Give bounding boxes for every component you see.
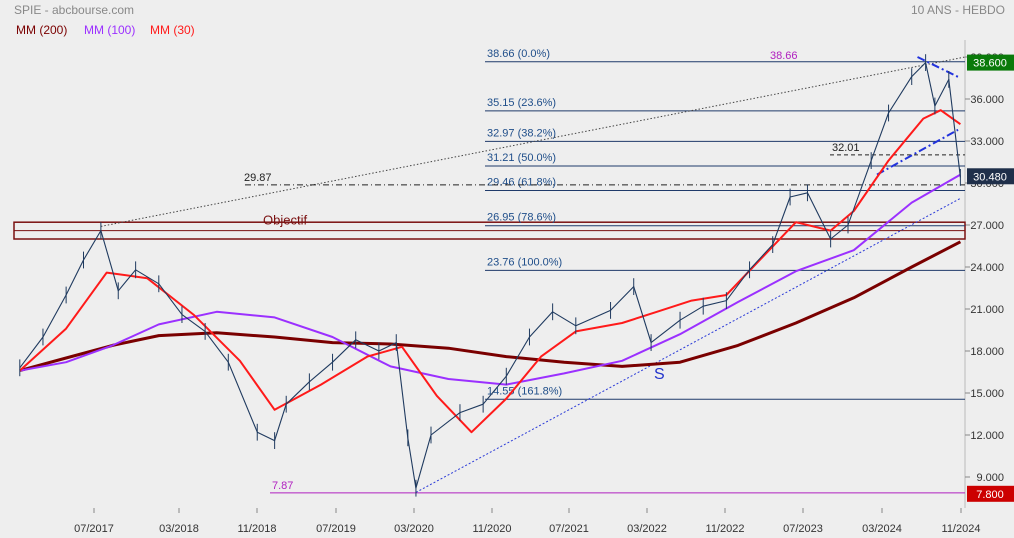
x-tick-label: 07/2023	[783, 523, 823, 535]
low-label: 7.87	[272, 480, 293, 492]
objective-label: Objectif	[263, 212, 307, 227]
y-tick-label: 24.000	[970, 262, 1004, 274]
level-3201-label: 32.01	[832, 142, 860, 154]
y-tick-label: 15.000	[970, 388, 1004, 400]
x-tick-label: 03/2024	[862, 523, 902, 535]
y-tick-label: 12.000	[970, 430, 1004, 442]
level-2987-label: 29.87	[244, 172, 272, 184]
moving-average-line-1	[19, 240, 962, 373]
y-tick-label: 33.000	[970, 136, 1004, 148]
legend-mm200: MM (200)	[16, 23, 67, 37]
support-label: S	[654, 366, 665, 383]
fib-level-label: 31.21 (50.0%)	[487, 152, 556, 164]
fib-level-label: 35.15 (23.6%)	[487, 97, 556, 109]
fib-level-label: 14.55 (161.8%)	[487, 385, 562, 397]
y-tick-label: 21.000	[970, 304, 1004, 316]
y-tick-label: 27.000	[970, 220, 1004, 232]
x-tick-label: 11/2020	[473, 523, 512, 535]
support-trendline	[415, 197, 961, 493]
top-pattern-line	[917, 56, 961, 79]
price-badge-label: 30.480	[973, 171, 1007, 183]
plot-area: 39.00036.00033.00030.00027.00024.00021.0…	[13, 40, 1014, 535]
fib-level-label: 23.76 (100.0%)	[487, 256, 562, 268]
legend-mm100: MM (100)	[84, 23, 135, 37]
fib-level-label: 26.95 (78.6%)	[487, 212, 556, 224]
x-tick-label: 11/2022	[706, 523, 745, 535]
x-tick-label: 03/2020	[394, 523, 434, 535]
x-tick-label: 11/2018	[238, 523, 277, 535]
fib-level-label: 32.97 (38.2%)	[487, 127, 556, 139]
price-badge-label: 38.600	[973, 58, 1007, 70]
y-tick-label: 36.000	[970, 94, 1004, 106]
fib-level-label: 38.66 (0.0%)	[487, 48, 550, 60]
high-label: 38.66	[770, 50, 798, 62]
price-badge	[967, 168, 1014, 185]
x-tick-label: 03/2018	[159, 523, 199, 535]
legend-mm30: MM (30)	[150, 23, 195, 37]
chart-title: SPIE - abcbourse.com	[14, 3, 134, 17]
chart-period: 10 ANS - HEBDO	[911, 3, 1005, 17]
x-tick-label: 07/2017	[74, 523, 114, 535]
fib-level-label: 29.46 (61.8%)	[487, 177, 556, 189]
x-tick-label: 07/2021	[549, 523, 589, 535]
moving-average-line-2	[19, 173, 961, 386]
moving-average-line-3	[19, 109, 961, 434]
price-badge-label: 7.800	[976, 489, 1004, 501]
x-tick-label: 03/2022	[627, 523, 667, 535]
x-tick-label: 11/2024	[942, 523, 981, 535]
price-badge	[967, 485, 1014, 502]
x-tick-label: 07/2019	[316, 523, 356, 535]
y-tick-label: 9.000	[976, 472, 1004, 484]
price-badge	[967, 54, 1014, 71]
y-tick-label: 18.000	[970, 346, 1004, 358]
